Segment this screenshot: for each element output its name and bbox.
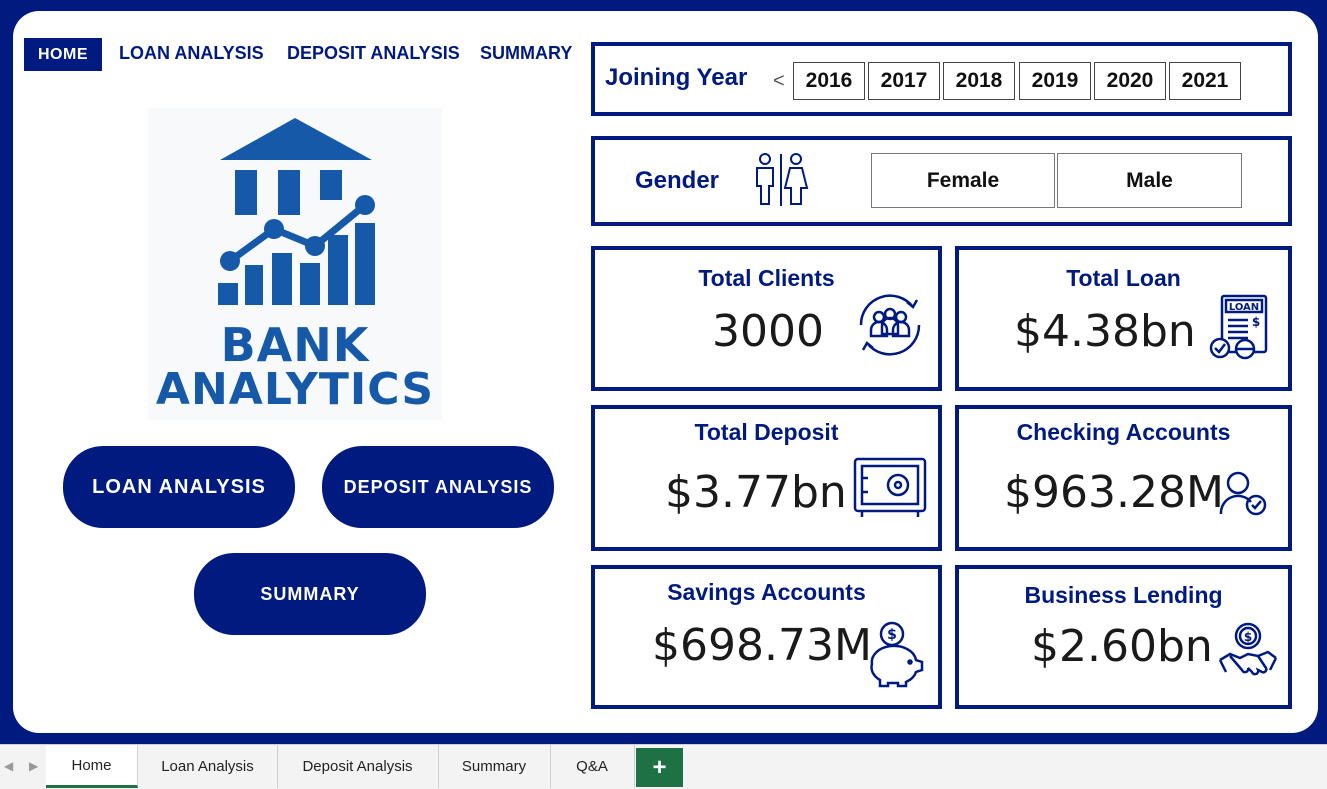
year-option-2019[interactable]: 2019 (1019, 62, 1091, 100)
piggy-bank-icon: $ (870, 621, 924, 688)
kpi-card-checking-accounts (955, 405, 1292, 551)
kpi-value-savings-accounts: $698.73M (652, 620, 872, 671)
kpi-card-total-deposit (591, 405, 942, 551)
kpi-title-business-lending: Business Lending (1024, 582, 1223, 608)
svg-text:LOAN: LOAN (1229, 302, 1259, 313)
gender-title: Gender (635, 167, 720, 194)
loan-document-icon: LOAN $ (1209, 294, 1268, 360)
year-option-2017[interactable]: 2017 (868, 62, 940, 100)
nav-home-button[interactable]: HOME (24, 38, 102, 71)
joining-year-title: Joining Year (605, 64, 748, 91)
deposit-analysis-button[interactable]: DEPOSIT ANALYSIS (322, 446, 554, 528)
kpi-value-checking-accounts: $963.28M (1004, 467, 1224, 518)
kpi-value-business-lending: $2.60bn (1031, 621, 1213, 672)
svg-text:$: $ (887, 627, 897, 643)
logo-text-analytics: ANALYTICS (155, 364, 435, 415)
sheet-tab-loan-analysis[interactable]: Loan Analysis (138, 745, 278, 788)
safe-vault-icon (853, 457, 927, 517)
sheet-tab-summary[interactable]: Summary (438, 745, 551, 788)
kpi-title-total-deposit: Total Deposit (694, 419, 839, 445)
year-option-2016[interactable]: 2016 (793, 62, 865, 100)
kpi-title-savings-accounts: Savings Accounts (667, 579, 866, 605)
year-option-2018[interactable]: 2018 (943, 62, 1015, 100)
kpi-title-total-loan: Total Loan (1066, 265, 1181, 291)
kpi-value-total-deposit: $3.77bn (665, 467, 847, 518)
logo-text-bank: BANK (220, 318, 370, 372)
svg-text:$: $ (1244, 630, 1252, 644)
kpi-value-total-loan: $4.38bn (1014, 306, 1196, 357)
nav-loan-analysis-link[interactable]: LOAN ANALYSIS (119, 43, 264, 63)
handshake-dollar-icon: $ (1218, 622, 1278, 676)
kpi-title-checking-accounts: Checking Accounts (1016, 419, 1231, 445)
summary-button[interactable]: SUMMARY (194, 553, 426, 635)
scroll-right-arrow-icon[interactable]: ▶ (29, 759, 39, 773)
loan-analysis-button[interactable]: LOAN ANALYSIS (63, 446, 295, 528)
sheet-tab-qa[interactable]: Q&A (550, 745, 635, 788)
gender-option-male[interactable]: Male (1057, 153, 1242, 208)
year-option-2021[interactable]: 2021 (1169, 62, 1241, 100)
bank-chart-logo-icon (218, 118, 375, 305)
add-sheet-button[interactable]: + (636, 748, 683, 787)
nav-deposit-analysis-link[interactable]: DEPOSIT ANALYSIS (287, 43, 460, 63)
sheet-tab-bar: ◀ ▶ Home Loan Analysis Deposit Analysis … (0, 744, 1327, 789)
chevron-left-icon[interactable]: < (773, 70, 785, 92)
year-option-2020[interactable]: 2020 (1094, 62, 1166, 100)
svg-text:$: $ (1252, 315, 1260, 329)
gender-option-female[interactable]: Female (871, 153, 1055, 208)
user-check-icon (1219, 471, 1267, 516)
nav-summary-link[interactable]: SUMMARY (480, 43, 573, 63)
kpi-card-total-loan (955, 246, 1292, 391)
kpi-value-total-clients: 3000 (712, 306, 824, 357)
sheet-tab-deposit-analysis[interactable]: Deposit Analysis (277, 745, 439, 788)
male-female-icon (756, 153, 809, 206)
clients-cycle-icon (859, 294, 921, 356)
sheet-tab-home[interactable]: Home (46, 745, 138, 788)
scroll-left-arrow-icon[interactable]: ◀ (4, 759, 14, 773)
kpi-title-total-clients: Total Clients (698, 265, 835, 291)
